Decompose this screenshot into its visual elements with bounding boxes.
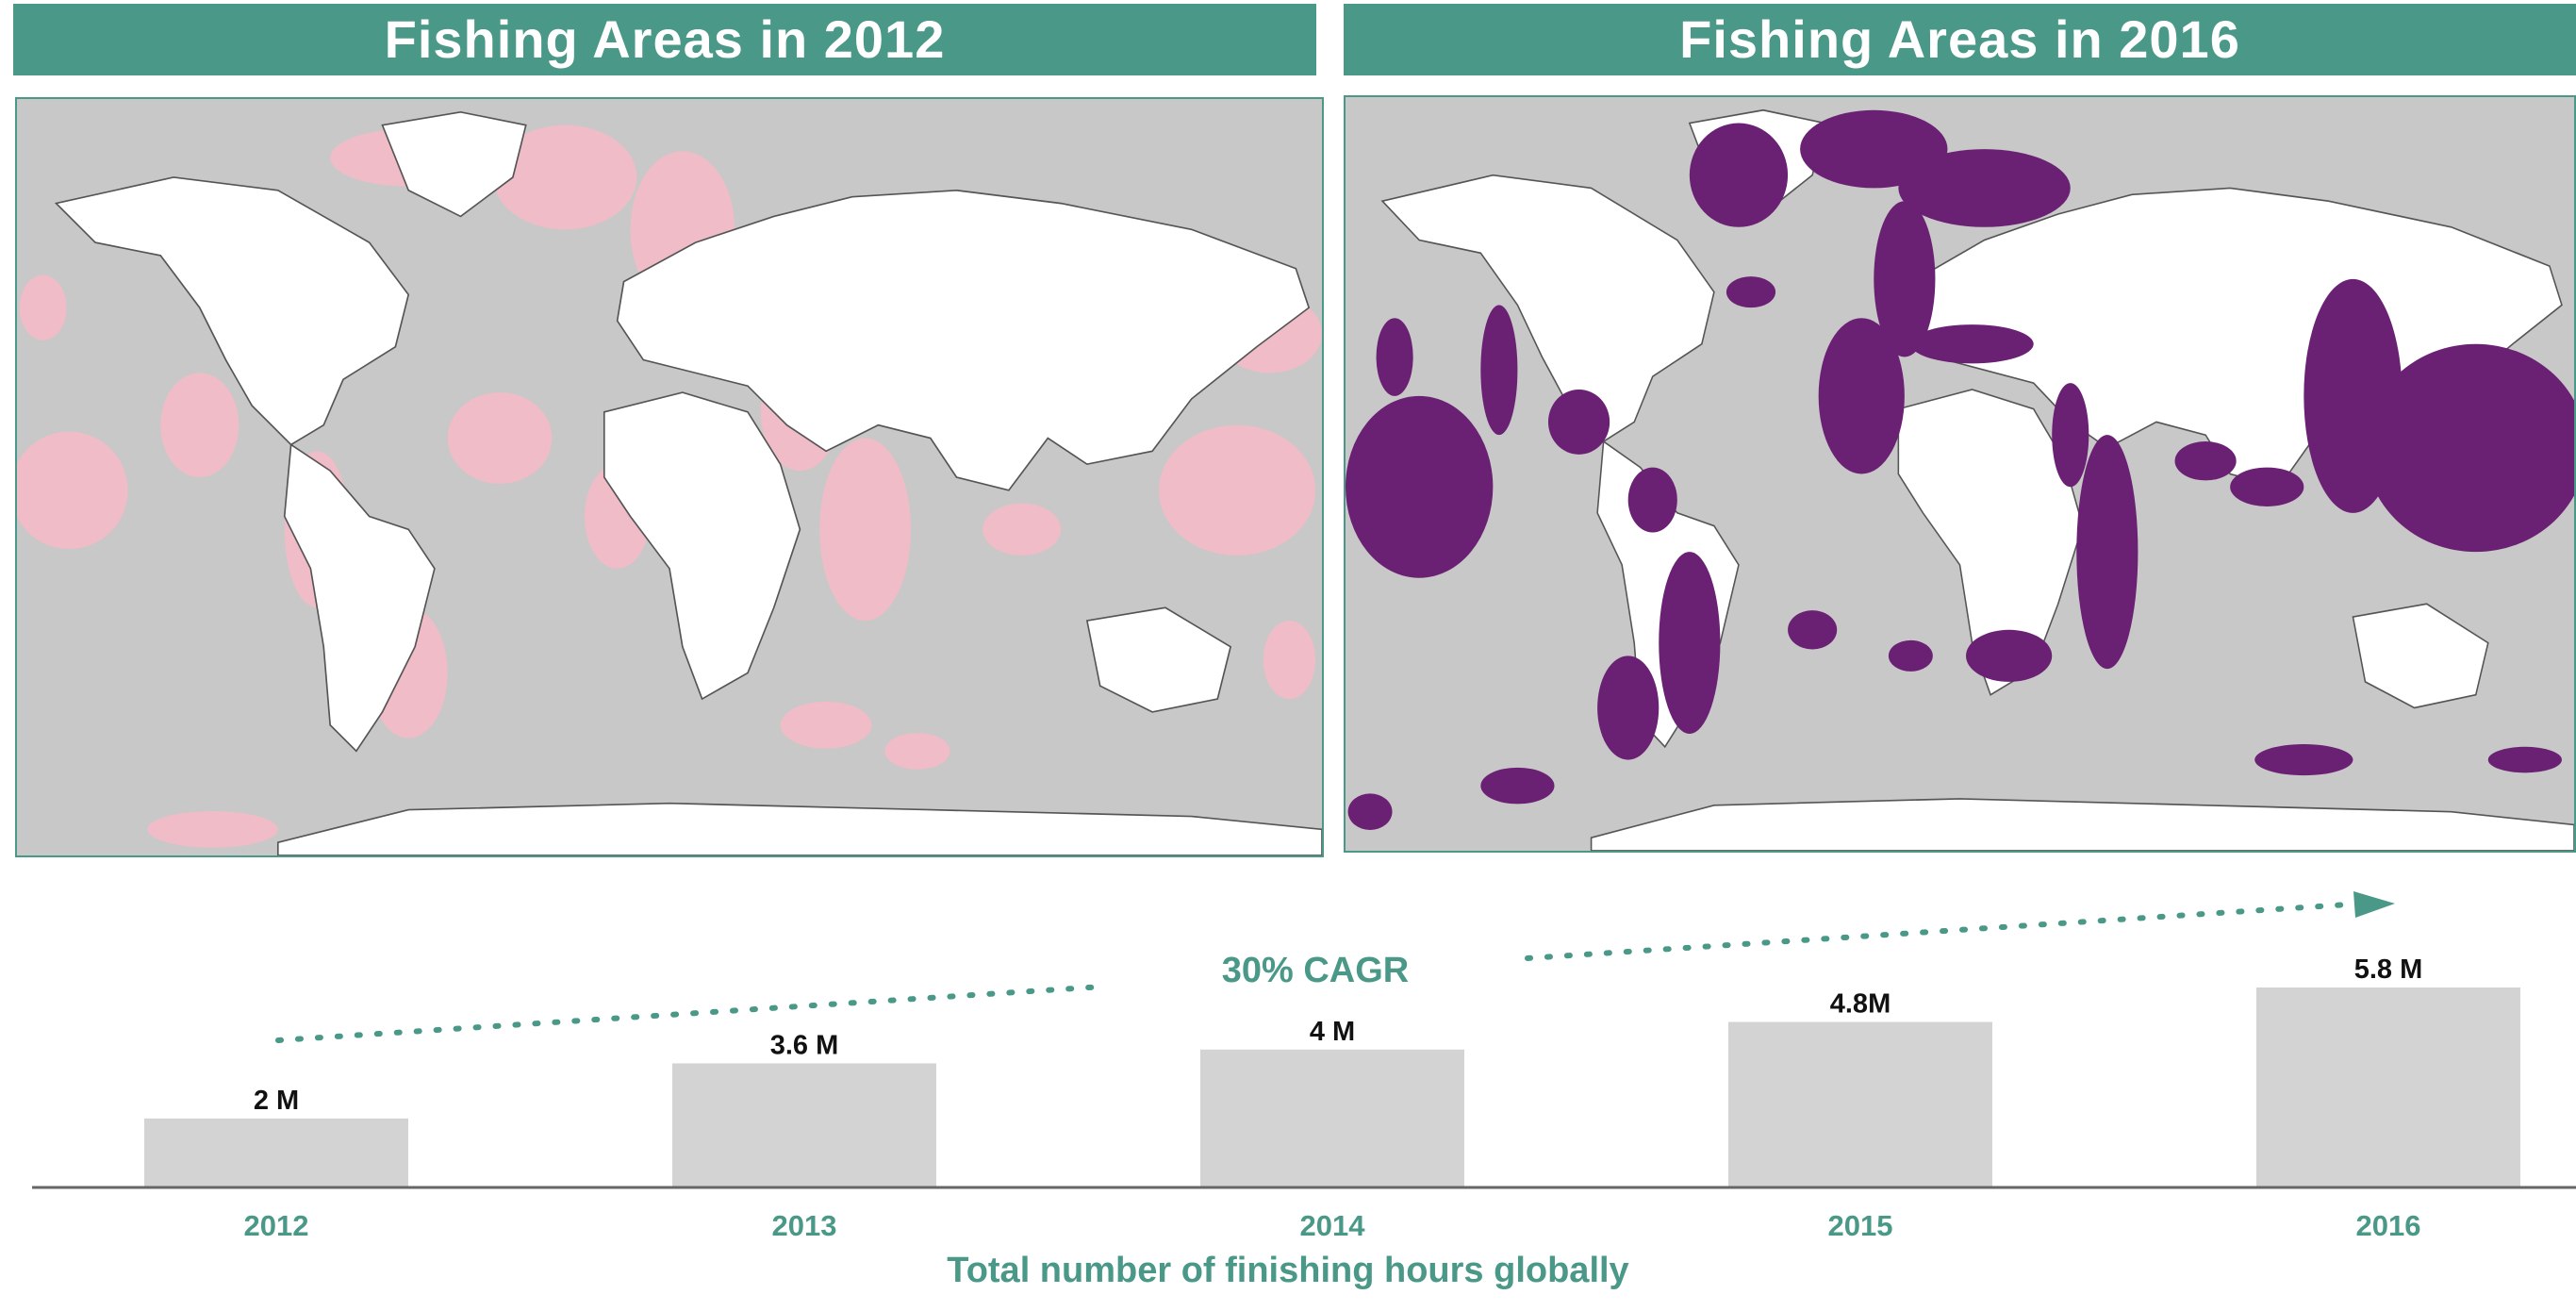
- bar-2012: [144, 1118, 408, 1187]
- world-map-2012-svg: [17, 99, 1322, 855]
- map-2016-title: Fishing Areas in 2016: [1344, 4, 2576, 75]
- bar-2014: [1200, 1049, 1464, 1187]
- bar-value-label-2014: 4 M: [1310, 1017, 1355, 1047]
- trend-arrowhead: [2353, 891, 2395, 918]
- trend-line-left: [275, 984, 1106, 1043]
- map-2012-title: Fishing Areas in 2012: [13, 4, 1316, 75]
- bar-value-label-2013: 3.6 M: [770, 1030, 839, 1060]
- fishing-hours-bar-chart: 2 M 2012 3.6 M 2013 4 M 2014 4.8M 2015 5.8 M 2016…: [32, 891, 2576, 1290]
- bar-2013: [672, 1063, 936, 1187]
- world-map-2016-svg: [1346, 97, 2574, 851]
- cagr-annotation: 30% CAGR: [1222, 951, 1410, 990]
- x-tick-label-2016: 2016: [2356, 1209, 2421, 1242]
- bar-2016: [2256, 987, 2520, 1187]
- trend-line-right: [1525, 902, 2351, 961]
- bars-layer: 2 M 2012 3.6 M 2013 4 M 2014 4.8M 2015 5.8 M 2016: [144, 954, 2520, 1242]
- bar-value-label-2015: 4.8M: [1830, 989, 1891, 1020]
- x-tick-label-2014: 2014: [1300, 1209, 1366, 1242]
- fishing-map-2012: [15, 97, 1324, 857]
- bar-value-label-2016: 5.8 M: [2354, 954, 2423, 985]
- x-tick-label-2015: 2015: [1828, 1209, 1893, 1242]
- x-tick-label-2013: 2013: [772, 1209, 837, 1242]
- bar-value-label-2012: 2 M: [254, 1086, 299, 1116]
- fishing-overlay-2016: [1346, 109, 2574, 830]
- cagr-trend: 30% CAGR: [275, 891, 2395, 1043]
- bar-2015: [1728, 1021, 1992, 1187]
- x-tick-label-2012: 2012: [244, 1209, 309, 1242]
- continents-2012: [54, 110, 1322, 855]
- x-axis-title: Total number of finishing hours globally: [947, 1251, 1628, 1290]
- fishing-map-2016: [1344, 95, 2576, 853]
